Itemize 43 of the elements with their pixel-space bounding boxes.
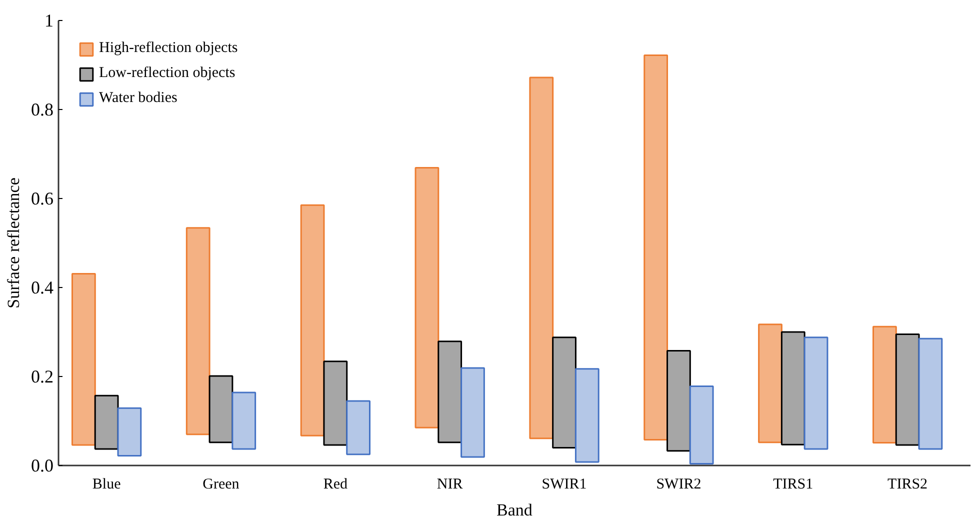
- y-tick-label: 0.2: [31, 366, 54, 386]
- x-tick-label: TIRS1: [773, 476, 814, 492]
- x-tick-label: TIRS2: [888, 476, 928, 492]
- x-tick-label: Green: [202, 476, 240, 492]
- legend-label: Low-reflection objects: [99, 65, 236, 82]
- bar: [758, 324, 782, 444]
- legend-label: High-reflection objects: [99, 40, 238, 57]
- bar: [918, 338, 943, 450]
- legend-label: Water bodies: [99, 90, 178, 107]
- bar: [414, 167, 440, 428]
- bar: [186, 227, 210, 436]
- x-axis-title: Band: [496, 500, 533, 520]
- y-tick-label: 0.8: [31, 100, 54, 120]
- bar: [71, 272, 96, 446]
- y-tick-label: 1: [44, 10, 54, 30]
- bar: [438, 340, 462, 444]
- bar: [208, 375, 234, 444]
- bar: [780, 331, 806, 446]
- bar: [872, 326, 897, 444]
- bar: [232, 392, 256, 450]
- x-tick-label: SWIR1: [542, 476, 587, 492]
- y-tick-label: 0.6: [31, 188, 54, 208]
- y-tick-label: 0.4: [31, 278, 54, 298]
- y-axis-title: Surface reflectance: [4, 178, 23, 308]
- bar: [804, 336, 828, 450]
- y-tick-label: 0.0: [31, 456, 54, 476]
- bar: [689, 386, 714, 464]
- bar: [300, 204, 325, 436]
- x-tick-label: Blue: [92, 476, 122, 492]
- bar: [94, 394, 119, 450]
- bar: [346, 400, 370, 456]
- x-tick-label: NIR: [436, 476, 463, 492]
- x-tick-label: SWIR2: [656, 476, 702, 492]
- bar: [895, 333, 920, 446]
- bar: [460, 367, 485, 458]
- bar: [117, 407, 142, 456]
- bar: [552, 336, 576, 448]
- bar: [323, 360, 348, 446]
- bar: [644, 54, 668, 440]
- x-tick-label: Red: [323, 476, 348, 492]
- bar: [529, 76, 554, 440]
- bar: [666, 350, 691, 452]
- bar: [574, 368, 600, 463]
